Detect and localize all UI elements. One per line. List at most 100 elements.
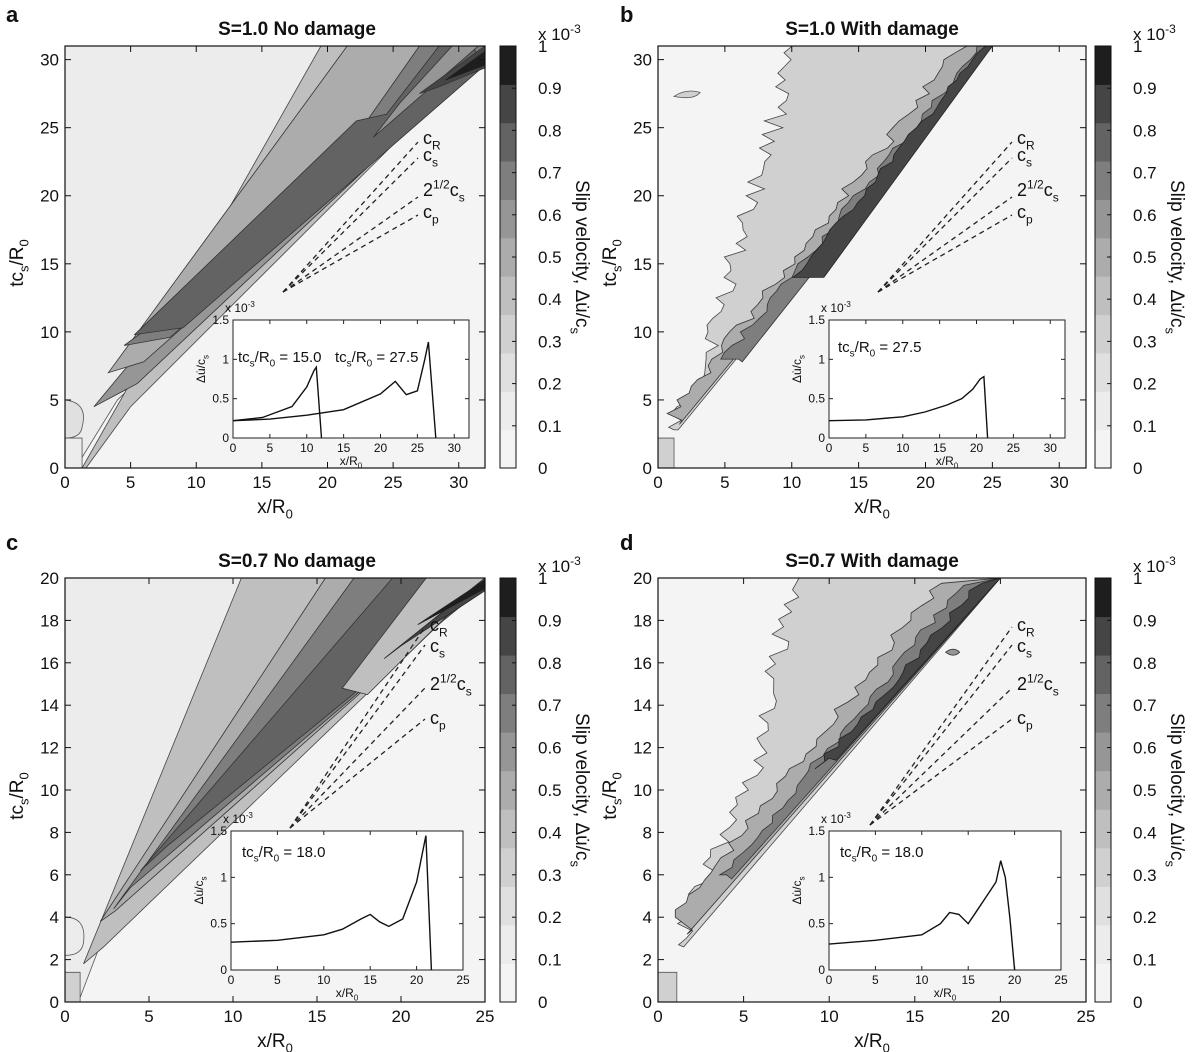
inset-ytick-label: 0: [220, 963, 227, 977]
colorbar-tick-label: 0.9: [538, 611, 562, 630]
inset-xtick-label: 0: [228, 973, 235, 987]
contour-blob: [65, 916, 85, 956]
inset-scale-label: x 10-3: [821, 300, 851, 315]
contour-blob-base: [65, 971, 81, 1002]
colorbar-swatch: [1095, 616, 1111, 656]
colorbar-swatch: [500, 732, 516, 772]
inset-ytick-label: 1: [818, 352, 825, 366]
ytick-label: 20: [40, 569, 59, 588]
colorbar-swatch: [1095, 352, 1111, 392]
ytick-label: 12: [40, 739, 59, 758]
speed-line-sqrt2cs: [289, 687, 426, 829]
xtick-label: 20: [392, 1007, 411, 1026]
speed-line-cR: [289, 626, 426, 829]
colorbar-label: Slip velocity, Δu̇/cs: [567, 180, 592, 335]
xtick-label: 0: [60, 1007, 69, 1026]
x-axis-label: x/R0: [257, 1031, 293, 1052]
speed-label-cp: cp: [1017, 708, 1033, 732]
inset-xtick-label: 25: [456, 973, 470, 987]
colorbar-swatch: [500, 161, 516, 200]
panel-title: S=1.0 With damage: [785, 19, 959, 40]
inset-ytick-label: 1: [220, 870, 227, 884]
inset-scale-label: x 10-3: [223, 811, 253, 826]
ytick-label: 10: [40, 781, 59, 800]
xtick-label: 5: [720, 473, 729, 492]
colorbar-tick-label: 0.4: [1133, 823, 1157, 842]
colorbar-tick-label: 0.6: [538, 206, 562, 225]
colorbar-scale-label: x 10-3: [538, 22, 581, 44]
colorbar-label: Slip velocity, Δu̇/cs: [1162, 180, 1187, 335]
speed-line-cp: [877, 214, 1013, 293]
xtick-label: 5: [144, 1007, 153, 1026]
inset-xtick-label: 0: [826, 441, 833, 455]
ytick-label: 10: [633, 781, 652, 800]
inset-xtick-label: 20: [1008, 973, 1022, 987]
colorbar-tick-label: 0.7: [1133, 164, 1157, 183]
colorbar-tick-label: 0.1: [538, 951, 562, 970]
speed-label-cp: cp: [423, 202, 439, 226]
contour-blob-base: [65, 437, 83, 468]
colorbar-swatch: [500, 314, 516, 354]
colorbar-swatch: [1095, 429, 1111, 469]
contour-blob-base: [658, 971, 678, 1002]
inset-xtick-label: 10: [317, 973, 331, 987]
speed-line-cp: [282, 214, 419, 293]
inset-xtick-label: 10: [300, 441, 314, 455]
ytick-label: 25: [40, 119, 59, 138]
ytick-label: 15: [633, 255, 652, 274]
panel-letter: c: [6, 530, 18, 555]
colorbar-swatch: [1095, 963, 1111, 1003]
contour-blob: [65, 399, 84, 439]
colorbar-swatch: [500, 886, 516, 926]
inset-ytick-label: 0.5: [808, 392, 825, 406]
panel-title: S=1.0 No damage: [218, 19, 376, 40]
ytick-label: 16: [633, 654, 652, 673]
inset-ylabel: Δu̇/cs: [192, 876, 209, 904]
panel-title: S=0.7 With damage: [785, 551, 959, 572]
inset-annotation: tcs/R0 = 18.0: [840, 844, 924, 865]
ytick-label: 0: [643, 993, 652, 1012]
colorbar-swatch: [1095, 276, 1111, 316]
inset-ytick-label: 1.5: [212, 313, 229, 327]
colorbar-swatch: [1095, 314, 1111, 354]
colorbar-swatch: [500, 199, 516, 239]
speed-line-cs: [289, 644, 426, 829]
panel-title: S=0.7 No damage: [218, 551, 376, 572]
colorbar-swatch: [1095, 237, 1111, 277]
inset-xtick-label: 20: [374, 441, 388, 455]
speed-label-cs: cs: [423, 145, 438, 169]
speed-label-cp: cp: [430, 708, 446, 732]
colorbar-swatch: [1095, 578, 1111, 618]
speed-label-cs: cs: [430, 636, 445, 660]
inset-ytick-label: 1: [222, 352, 229, 366]
colorbar-swatch: [500, 693, 516, 733]
contour-region-0.1: [65, 578, 485, 1002]
speed-line-sqrt2cs: [877, 196, 1013, 293]
speed-line-cp: [869, 718, 1013, 826]
ytick-label: 12: [633, 739, 652, 758]
colorbar-tick-label: 0.2: [538, 375, 562, 394]
speed-label-cR: cR: [1017, 615, 1035, 639]
contour-region-0.9: [791, 46, 993, 278]
ytick-label: 30: [40, 51, 59, 70]
colorbar-tick-label: 0.9: [1133, 611, 1157, 630]
colorbar-swatch: [1095, 84, 1111, 124]
inset-xtick-label: 10: [896, 441, 910, 455]
inset-ytick-label: 0: [818, 963, 825, 977]
inset-frame: [232, 319, 470, 439]
contour-region-0.1: [65, 46, 485, 468]
colorbar-swatch: [500, 391, 516, 431]
inset-xtick-label: 30: [1044, 441, 1058, 455]
colorbar-tick-label: 0.7: [1133, 696, 1157, 715]
colorbar-tick-label: 0.1: [538, 417, 562, 436]
panel-letter: d: [620, 530, 633, 555]
xtick-label: 30: [1050, 473, 1069, 492]
inset-series-line: [232, 365, 323, 439]
colorbar-tick-label: 1: [538, 37, 547, 56]
inset-xtick-label: 5: [274, 973, 281, 987]
colorbar-swatch: [1095, 924, 1111, 964]
colorbar-tick-label: 0.5: [1133, 781, 1157, 800]
